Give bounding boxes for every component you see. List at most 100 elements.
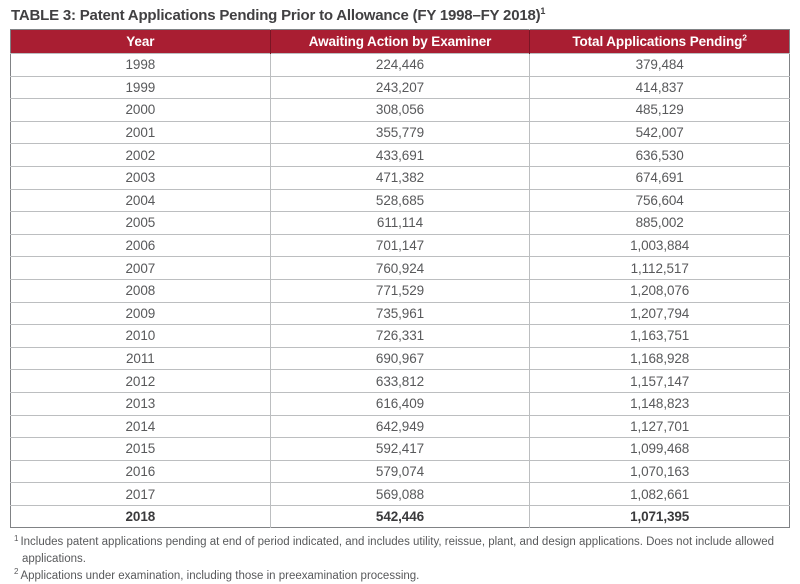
- table-row: 2015 592,417 1,099,468: [10, 437, 790, 461]
- year-cell: 2006: [10, 233, 271, 257]
- table-row: 2009 735,961 1,207,794: [10, 301, 790, 325]
- footnote-1-text: Includes patent applications pending at …: [20, 536, 774, 566]
- total-cell: 1,099,468: [529, 437, 790, 461]
- awaiting-cell: 243,207: [270, 75, 531, 99]
- year-cell: 2012: [10, 369, 271, 393]
- table-row: 2003 471,382 674,691: [10, 165, 790, 190]
- total-cell: 1,148,823: [529, 391, 790, 415]
- total-cell: 1,163,751: [529, 324, 790, 348]
- year-cell: 2005: [10, 211, 271, 235]
- year-cell: 2016: [10, 459, 271, 483]
- table-row: 2005 611,114 885,002: [10, 211, 790, 235]
- table-row: 1999 243,207 414,837: [10, 75, 790, 99]
- year-cell: 2017: [10, 482, 271, 506]
- table-row: 2013 616,409 1,148,823: [10, 391, 790, 415]
- table-row: 2014 642,949 1,127,701: [10, 414, 790, 438]
- table-row: 2016 579,074 1,070,163: [10, 459, 790, 483]
- table-row: 2011 690,967 1,168,928: [10, 346, 790, 370]
- awaiting-cell: 642,949: [270, 414, 531, 438]
- awaiting-cell: 726,331: [270, 324, 531, 348]
- table-row: 2017 569,088 1,082,661: [10, 482, 790, 506]
- awaiting-cell: 690,967: [270, 346, 531, 370]
- year-cell: 2008: [10, 278, 271, 303]
- awaiting-cell: 760,924: [270, 256, 531, 280]
- table-row: 2001 355,779 542,007: [10, 120, 790, 144]
- awaiting-cell: 433,691: [270, 143, 531, 167]
- total-cell: 485,129: [529, 98, 790, 122]
- awaiting-cell: 579,074: [270, 459, 531, 483]
- total-cell: 1,127,701: [529, 414, 790, 438]
- total-cell: 1,003,884: [529, 233, 790, 257]
- year-cell: 2018: [10, 504, 271, 528]
- total-cell: 1,071,395: [529, 504, 790, 528]
- footnote-2-text: Applications under examination, includin…: [20, 569, 420, 582]
- awaiting-cell: 633,812: [270, 369, 531, 393]
- table-row: 2007 760,924 1,112,517: [10, 256, 790, 280]
- table-header: Year Awaiting Action by Examiner Total A…: [10, 29, 790, 54]
- table-row: 1998 224,446 379,484: [10, 53, 790, 77]
- table-body: 1998 224,446 379,484 1999 243,207 414,837 2000…: [10, 53, 790, 528]
- table-title: TABLE 3: Patent Applications Pending Pri…: [11, 6, 790, 25]
- table-row: 2008 771,529 1,208,076: [10, 278, 790, 303]
- year-cell: 2013: [10, 391, 271, 415]
- awaiting-cell: 308,056: [270, 98, 531, 122]
- year-cell: 2004: [10, 188, 271, 212]
- total-cell: 414,837: [529, 75, 790, 99]
- total-cell: 674,691: [529, 165, 790, 190]
- column-header-awaiting-action: Awaiting Action by Examiner: [270, 29, 531, 54]
- total-cell: 1,208,076: [529, 278, 790, 303]
- column-header-total-pending: Total Applications Pending2: [529, 29, 790, 54]
- total-cell: 542,007: [529, 120, 790, 144]
- awaiting-cell: 611,114: [270, 211, 531, 235]
- total-cell: 885,002: [529, 211, 790, 235]
- footnotes: 1 Includes patent applications pending at…: [14, 534, 776, 584]
- table-row: 2000 308,056 485,129: [10, 98, 790, 122]
- year-cell: 2002: [10, 143, 271, 167]
- awaiting-cell: 542,446: [270, 504, 531, 528]
- year-cell: 2014: [10, 414, 271, 438]
- table-row: 2004 528,685 756,604: [10, 188, 790, 212]
- patent-applications-table: Year Awaiting Action by Examiner Total A…: [10, 29, 790, 529]
- awaiting-cell: 701,147: [270, 233, 531, 257]
- awaiting-cell: 771,529: [270, 278, 531, 303]
- table-row: 2012 633,812 1,157,147: [10, 369, 790, 393]
- year-cell: 2011: [10, 346, 271, 370]
- year-cell: 2015: [10, 437, 271, 461]
- year-cell: 1998: [10, 53, 271, 77]
- year-cell: 2009: [10, 301, 271, 325]
- total-cell: 1,157,147: [529, 369, 790, 393]
- table-row: 2010 726,331 1,163,751: [10, 324, 790, 348]
- table-row: 2018 542,446 1,071,395: [10, 504, 790, 528]
- table-row: 2002 433,691 636,530: [10, 143, 790, 167]
- year-cell: 2000: [10, 98, 271, 122]
- footnote-2-superscript: 2: [14, 566, 19, 576]
- total-cell: 1,112,517: [529, 256, 790, 280]
- footnote-2: 2 Applications under examination, includi…: [14, 566, 776, 584]
- awaiting-cell: 471,382: [270, 165, 531, 190]
- total-cell: 379,484: [529, 53, 790, 77]
- awaiting-cell: 528,685: [270, 188, 531, 212]
- awaiting-cell: 592,417: [270, 437, 531, 461]
- table-title-text: TABLE 3: Patent Applications Pending Pri…: [11, 7, 541, 24]
- footnote-1: 1 Includes patent applications pending at…: [14, 534, 776, 567]
- footnote-1-superscript: 1: [14, 533, 19, 543]
- total-cell: 1,082,661: [529, 482, 790, 506]
- total-cell: 756,604: [529, 188, 790, 212]
- year-cell: 2010: [10, 324, 271, 348]
- year-cell: 2001: [10, 120, 271, 144]
- total-cell: 1,168,928: [529, 346, 790, 370]
- table-title-superscript: 1: [540, 6, 546, 16]
- header-row: Year Awaiting Action by Examiner Total A…: [10, 29, 790, 54]
- awaiting-cell: 569,088: [270, 482, 531, 506]
- column-header-superscript: 2: [742, 32, 747, 43]
- total-cell: 1,207,794: [529, 301, 790, 325]
- year-cell: 2007: [10, 256, 271, 280]
- awaiting-cell: 355,779: [270, 120, 531, 144]
- awaiting-cell: 735,961: [270, 301, 531, 325]
- total-cell: 636,530: [529, 143, 790, 167]
- total-cell: 1,070,163: [529, 459, 790, 483]
- year-cell: 2003: [10, 165, 271, 190]
- awaiting-cell: 224,446: [270, 53, 531, 77]
- year-cell: 1999: [10, 75, 271, 99]
